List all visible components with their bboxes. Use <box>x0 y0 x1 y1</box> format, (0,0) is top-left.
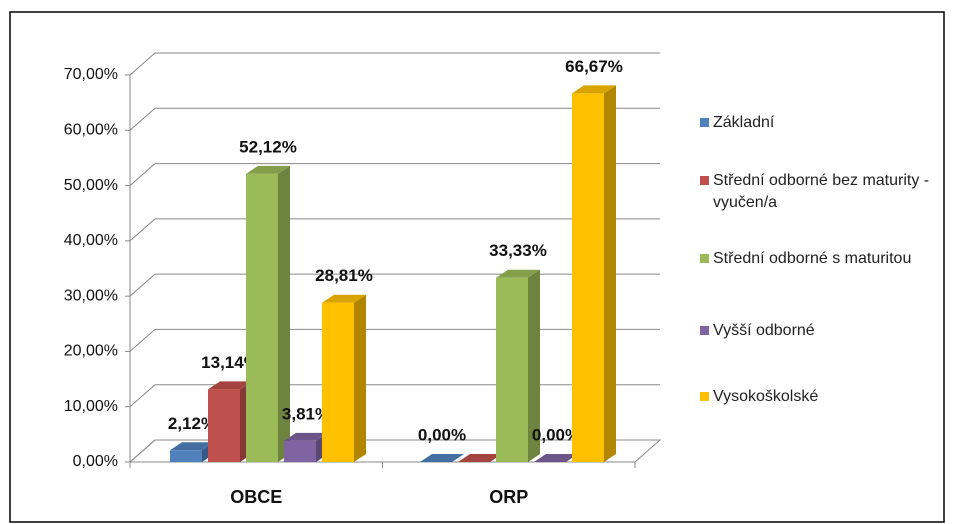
legend-item: Vysokoškolské <box>700 386 940 408</box>
bar <box>496 277 528 462</box>
grid-line <box>129 52 660 76</box>
bar-top <box>534 454 578 462</box>
bar <box>170 450 202 462</box>
bar <box>572 93 604 462</box>
value-label: 52,12% <box>239 137 297 156</box>
bar-top <box>322 294 366 303</box>
bar-top <box>458 454 502 462</box>
x-tick-label: ORP <box>489 487 528 507</box>
grid-line <box>129 439 660 463</box>
y-tick-label: 0,00% <box>73 453 118 470</box>
y-tick-label: 40,00% <box>64 232 118 249</box>
value-label: 0,00% <box>418 425 466 444</box>
value-label: 66,67% <box>565 57 623 76</box>
grid-line <box>129 218 660 242</box>
y-tick-label: 60,00% <box>64 122 118 139</box>
grid-line <box>129 273 660 297</box>
x-tick-label: OBCE <box>230 487 282 507</box>
legend-item: Střední odborné bez maturity - vyučen/a <box>700 170 940 214</box>
bar <box>246 173 278 462</box>
y-tick-label: 20,00% <box>64 343 118 360</box>
legend-item: Vyšší odborné <box>700 320 940 342</box>
bar-side <box>528 269 540 462</box>
bar-top <box>208 381 252 390</box>
legend-item: Střední odborné s maturitou <box>700 248 940 270</box>
legend-swatch <box>700 118 709 127</box>
bar <box>284 440 316 462</box>
value-label: 0,00% <box>532 425 580 444</box>
y-tick-label: 30,00% <box>64 287 118 304</box>
y-tick-label: 10,00% <box>64 398 118 415</box>
legend-swatch <box>700 326 709 335</box>
bar-top <box>246 165 290 174</box>
bar <box>208 389 240 462</box>
legend-swatch <box>700 176 709 185</box>
chart-frame <box>9 11 945 523</box>
legend-label: Střední odborné bez maturity - vyučen/a <box>713 172 930 211</box>
legend-swatch <box>700 254 709 263</box>
bar-side <box>278 165 290 462</box>
value-label: 33,33% <box>489 241 547 260</box>
value-label: 2,12% <box>168 414 216 433</box>
legend-swatch <box>700 392 709 401</box>
legend-label: Vysokoškolské <box>713 388 819 405</box>
bar-top <box>170 442 214 451</box>
value-label: 28,81% <box>315 266 373 285</box>
value-label: 3,81% <box>282 404 330 423</box>
y-tick-label: 50,00% <box>64 177 118 194</box>
grid-line <box>129 384 660 408</box>
bar-top <box>496 269 540 278</box>
grid-line <box>129 328 660 352</box>
bar-side <box>354 294 366 462</box>
grid-line <box>129 163 660 186</box>
bar <box>322 302 354 462</box>
y-tick-label: 70,00% <box>64 66 118 83</box>
bar-top <box>420 454 464 462</box>
grid-line <box>129 107 660 131</box>
legend-label: Střední odborné s maturitou <box>713 250 912 267</box>
value-label: 13,14% <box>201 353 259 372</box>
bar-side <box>604 85 616 462</box>
legend-item: Základní <box>700 112 940 134</box>
legend-label: Vyšší odborné <box>713 322 815 339</box>
bar-top <box>572 85 616 94</box>
bar-top <box>284 432 328 441</box>
legend-label: Základní <box>713 114 775 131</box>
